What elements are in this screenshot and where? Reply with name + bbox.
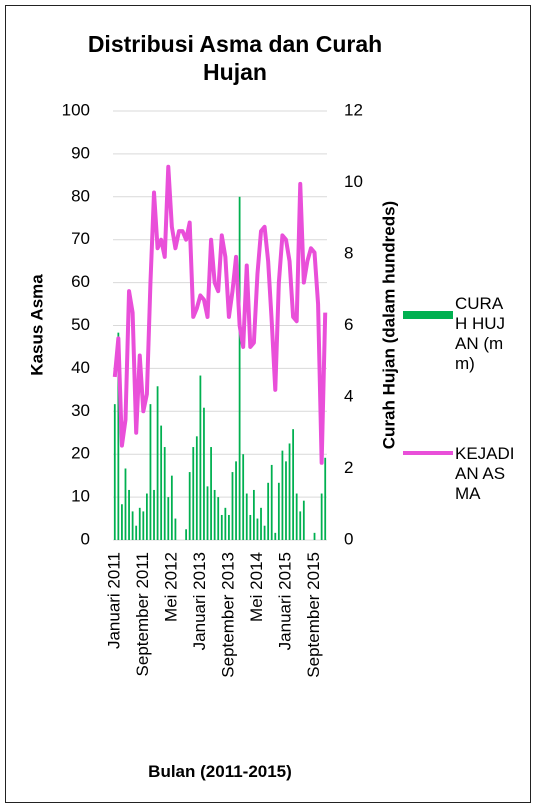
y2-tick-label: 12 <box>344 100 363 119</box>
bar <box>138 507 141 540</box>
y2-tick-label: 8 <box>344 243 353 262</box>
bar <box>263 525 266 540</box>
bar <box>113 404 116 540</box>
bar <box>320 493 323 540</box>
bar <box>238 196 241 541</box>
bar <box>210 447 212 540</box>
y2-tick-label: 0 <box>344 529 353 548</box>
y-tick-label: 100 <box>62 100 90 119</box>
chart-frame <box>5 5 531 803</box>
y2-tick-label: 10 <box>344 172 363 191</box>
x-tick-label: September 2013 <box>218 552 237 678</box>
bar <box>292 429 295 540</box>
y-tick-label: 50 <box>71 315 90 334</box>
y2-tick-label: 2 <box>344 458 353 477</box>
x-tick-label: Mei 2014 <box>247 552 266 622</box>
bar <box>192 447 195 540</box>
chart-title: Distribusi Asma dan Curah Hujan <box>87 31 383 85</box>
x-tick-label: Januari 2013 <box>190 552 209 650</box>
bar <box>288 443 291 540</box>
bar <box>252 489 255 540</box>
bar <box>235 461 237 540</box>
line <box>112 164 328 465</box>
bar <box>131 511 134 540</box>
bar <box>213 489 216 540</box>
bar <box>285 461 287 540</box>
bar <box>231 472 234 540</box>
bar <box>295 493 298 540</box>
bar <box>220 514 223 540</box>
bar <box>145 493 148 540</box>
bar <box>153 489 155 540</box>
bar <box>267 482 270 540</box>
bar <box>324 457 327 540</box>
x-tick-label: Januari 2011 <box>104 552 123 649</box>
y-axis-title: Kasus Asma <box>27 274 46 376</box>
bar <box>245 493 248 540</box>
x-tick-label: Mei 2012 <box>161 552 180 622</box>
y-tick-label: 30 <box>71 401 90 420</box>
y-tick-label: 10 <box>71 487 90 506</box>
y-tick-label: 60 <box>71 272 90 291</box>
y2-axis-title: Curah Hujan (dalam hundreds) <box>379 201 398 449</box>
bar <box>185 529 188 540</box>
bar <box>149 404 152 540</box>
bar <box>135 525 138 540</box>
legend-label: KEJADIAN ASMA <box>455 444 515 503</box>
bar <box>228 514 230 540</box>
bar <box>260 507 262 540</box>
bar <box>313 532 316 540</box>
bar <box>299 511 302 540</box>
y-tick-label: 20 <box>71 444 90 463</box>
bar <box>224 507 227 540</box>
bar <box>277 482 280 540</box>
bar <box>203 407 205 540</box>
bar <box>170 475 173 540</box>
bar <box>270 464 273 540</box>
y-tick-label: 80 <box>71 186 90 205</box>
legend-label: CURAH HUJAN (mm) <box>455 294 506 373</box>
bar <box>156 386 159 540</box>
bar <box>217 497 220 540</box>
bar <box>121 504 123 540</box>
bar <box>160 425 163 540</box>
bar <box>195 436 198 540</box>
bar <box>124 468 127 540</box>
y2-tick-label: 4 <box>344 386 353 405</box>
bar <box>188 472 191 540</box>
x-tick-label: September 2015 <box>304 552 323 678</box>
y-tick-label: 0 <box>81 529 90 548</box>
y2-tick-label: 6 <box>344 315 353 334</box>
bar <box>302 500 305 540</box>
y-tick-label: 70 <box>71 229 90 248</box>
bar <box>167 497 170 540</box>
x-tick-label: September 2011 <box>133 552 152 676</box>
y-tick-label: 90 <box>71 143 90 162</box>
x-tick-label: Januari 2015 <box>275 552 294 650</box>
bar <box>142 511 145 540</box>
bar <box>174 518 177 540</box>
bar <box>249 514 252 540</box>
bar <box>242 454 245 540</box>
bar <box>199 375 202 540</box>
bar <box>163 447 166 540</box>
bar <box>274 532 277 540</box>
bar <box>117 332 120 540</box>
x-axis-title: Bulan (2011-2015) <box>148 762 292 781</box>
bar <box>256 518 259 540</box>
bar <box>128 489 130 540</box>
bar <box>281 450 284 540</box>
bar <box>206 486 209 540</box>
y-tick-label: 40 <box>71 358 90 377</box>
legend-swatch <box>403 311 453 319</box>
